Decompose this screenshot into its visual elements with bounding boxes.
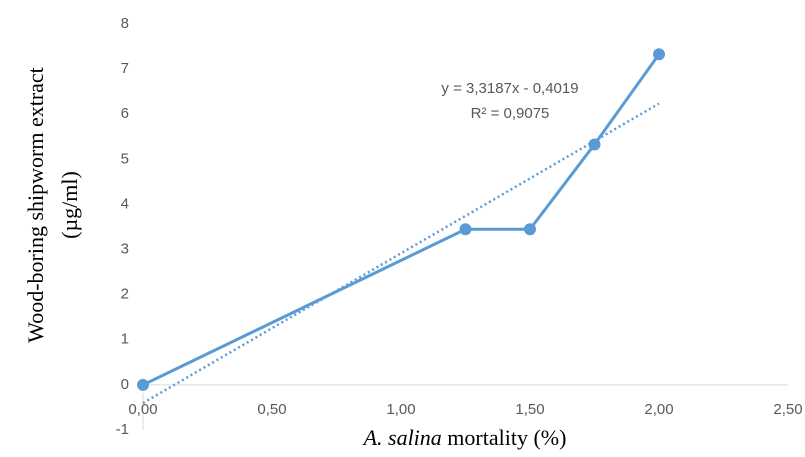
x-axis-label-italic: A. salina — [362, 425, 442, 450]
y-axis-label: Wood-boring shipworm extract — [23, 67, 48, 343]
y-tick-label: 7 — [121, 60, 129, 77]
x-tick-label: 2,00 — [644, 401, 673, 418]
series-line — [142, 53, 661, 387]
trend-r2: R² = 0,9075 — [471, 105, 550, 122]
data-point — [588, 138, 601, 151]
x-tick-label: 2,50 — [773, 401, 802, 418]
y-axis-label: (µg/ml) — [57, 171, 82, 239]
x-tick-label: 0,50 — [257, 401, 286, 418]
y-tick-label: 3 — [121, 241, 129, 258]
x-tick-label: 0,00 — [128, 401, 157, 418]
y-tick-label: 4 — [121, 195, 129, 212]
y-tick-label: -1 — [116, 421, 129, 438]
y-tick-label: 5 — [121, 150, 129, 167]
data-point — [653, 48, 665, 61]
trendline — [142, 102, 660, 405]
x-axis-label: A. salina mortality (%) — [362, 425, 567, 450]
data-point — [137, 378, 149, 391]
y-tick-label: 8 — [121, 15, 129, 32]
x-axis-label-rest: mortality (%) — [447, 425, 566, 450]
y-tick-label: 1 — [121, 331, 129, 348]
y-tick-label: 2 — [121, 286, 129, 303]
data-point — [459, 223, 472, 236]
x-tick-label: 1,00 — [386, 401, 415, 418]
y-tick-label: 0 — [121, 376, 129, 393]
trend-equation: y = 3,3187x - 0,4019 — [441, 80, 578, 97]
y-tick-label: 6 — [121, 105, 129, 122]
x-tick-label: 1,50 — [515, 401, 544, 418]
data-point — [524, 223, 536, 236]
